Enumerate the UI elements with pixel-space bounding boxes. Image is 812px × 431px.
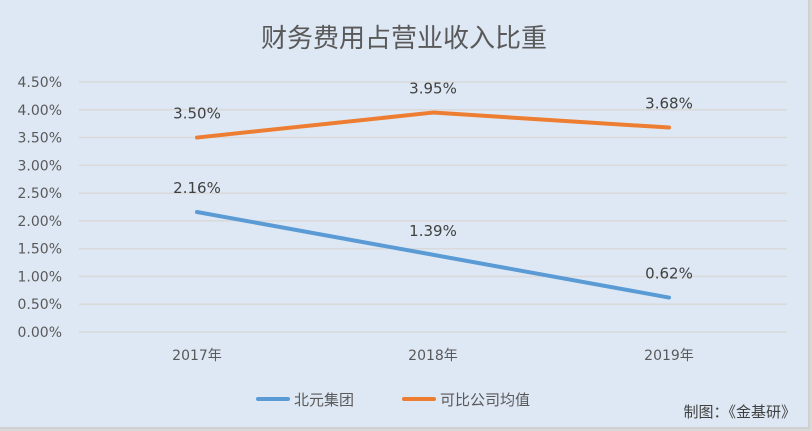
legend-label: 北元集团 [294, 391, 354, 409]
x-tick-label: 2017年 [172, 348, 222, 364]
y-tick-label: 2.50% [18, 186, 62, 202]
x-tick-label: 2018年 [408, 348, 458, 364]
y-tick-label: 3.50% [18, 131, 62, 147]
data-label: 3.68% [645, 95, 693, 113]
y-tick-label: 4.50% [18, 75, 62, 91]
source-note: 制图：《金基研》 [683, 403, 796, 421]
y-tick-label: 1.50% [18, 242, 62, 258]
data-label: 1.39% [409, 222, 457, 240]
data-label: 3.95% [409, 80, 457, 98]
y-tick-label: 2.00% [18, 214, 62, 230]
y-tick-label: 1.00% [18, 269, 62, 285]
y-tick-label: 0.00% [18, 325, 62, 341]
data-label: 2.16% [173, 179, 221, 197]
y-tick-label: 4.00% [18, 103, 62, 119]
data-label: 3.50% [173, 105, 221, 123]
series-line-1 [195, 110, 671, 140]
data-label: 0.62% [645, 265, 693, 283]
y-tick-label: 3.00% [18, 158, 62, 174]
chart-title: 财务费用占营业收入比重 [261, 24, 547, 54]
y-tick-label: 0.50% [18, 297, 62, 313]
series-line-0 [195, 210, 671, 300]
legend-label: 可比公司均值 [440, 391, 530, 409]
x-tick-label: 2019年 [644, 348, 694, 364]
